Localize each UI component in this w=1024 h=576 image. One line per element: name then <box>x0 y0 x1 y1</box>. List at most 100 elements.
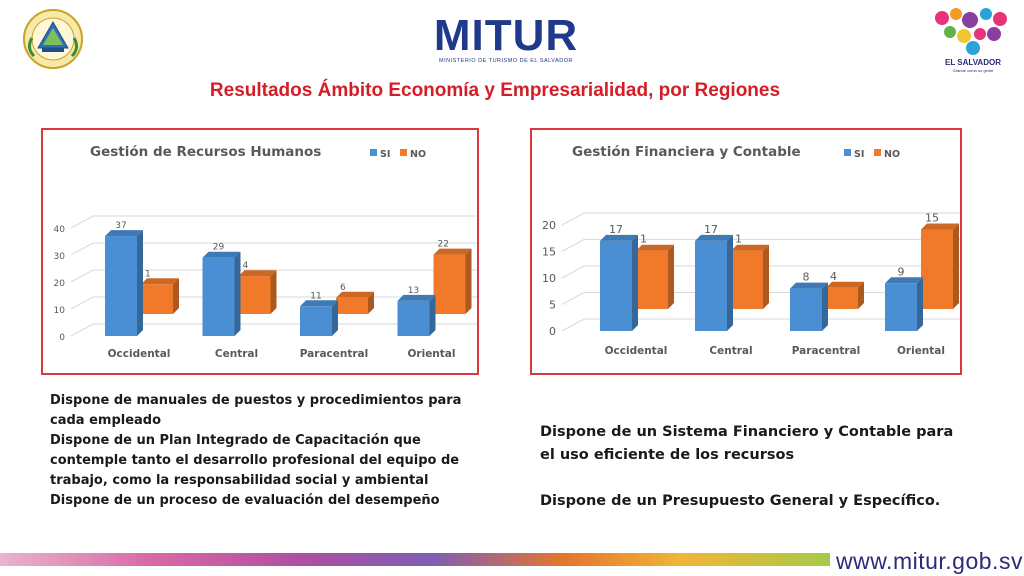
legend-swatch <box>874 149 881 156</box>
y-tick-label: 5 <box>549 299 556 312</box>
data-label: 9 <box>898 265 905 278</box>
logo-caption: EL SALVADOR <box>944 58 1001 67</box>
data-label: 4 <box>830 270 837 283</box>
bar-top <box>105 230 143 237</box>
legend-label: NO <box>410 149 426 160</box>
bar-no <box>921 229 953 309</box>
bar-si <box>885 283 917 331</box>
bar-top <box>790 282 828 289</box>
brand-tagline: MINISTERIO DE TURISMO DE EL SALVADOR <box>439 58 573 64</box>
category-label: Oriental <box>897 345 945 357</box>
y-tick-label: 0 <box>59 333 65 343</box>
legend-label: SI <box>854 149 864 160</box>
coat-of-arms-logo <box>12 8 94 70</box>
bar-top <box>636 244 674 251</box>
bar-si <box>202 257 235 336</box>
bar-top <box>731 244 769 251</box>
website-url: www.mitur.gob.sv <box>836 548 1023 574</box>
bar-side <box>137 230 143 336</box>
bar-no <box>636 250 668 309</box>
data-label: 17 <box>609 223 623 236</box>
bar-side <box>953 223 959 309</box>
chart-financiera-contable: 0 5 10 15 20 Gestión Financiera y Contable SI N… <box>530 128 962 375</box>
y-tick-label: 10 <box>54 306 66 316</box>
bar-no <box>141 284 173 314</box>
left-text-line: Dispone de un proceso de evaluación del … <box>50 493 440 508</box>
y-tick-label: 30 <box>54 252 66 262</box>
chart-title: Gestión Financiera y Contable <box>572 144 801 160</box>
y-tick-label: 0 <box>549 325 556 338</box>
category-label: Occidental <box>108 348 171 360</box>
legend-label: SI <box>380 149 390 160</box>
data-label: 17 <box>704 223 718 236</box>
data-label: 13 <box>408 286 419 296</box>
y-tick-label: 20 <box>54 279 66 289</box>
left-text-line: Dispone de un Plan Integrado de Capacita… <box>50 433 460 488</box>
data-label: 6 <box>340 283 346 293</box>
right-text-line: Dispone de un Sistema Financiero y Conta… <box>540 424 954 463</box>
bar-side <box>270 270 277 314</box>
data-label: 1 <box>735 233 742 246</box>
y-tick-label: 10 <box>542 272 556 285</box>
legend-swatch <box>844 149 851 156</box>
gridline <box>561 265 960 279</box>
data-label: 8 <box>803 271 810 284</box>
bar-no <box>433 254 466 314</box>
data-label: 22 <box>438 240 449 250</box>
legend-swatch <box>400 149 407 156</box>
left-description: Dispone de manuales de puestos y procedi… <box>50 391 470 511</box>
chart-recursos-humanos: 0 10 20 30 40 Gestión de Recursos Humanos SI NO… <box>41 128 479 375</box>
bar-top <box>300 300 338 307</box>
gridline <box>70 323 477 337</box>
data-label: 37 <box>115 221 126 231</box>
gridline <box>561 239 960 252</box>
category-label: Occidental <box>605 345 668 357</box>
data-label: 29 <box>213 243 225 253</box>
bar-side <box>429 294 436 336</box>
data-label: 15 <box>925 212 939 225</box>
bar-side <box>368 291 374 314</box>
bar-side <box>668 244 674 309</box>
footer-color-band <box>0 553 830 566</box>
category-label: Central <box>709 345 752 357</box>
data-label: 4 <box>243 261 249 271</box>
bar-top <box>336 291 374 298</box>
bar-si <box>397 300 430 336</box>
gridline <box>561 318 960 332</box>
gridline <box>561 212 960 226</box>
bar-si <box>790 288 822 331</box>
gridline <box>70 215 477 229</box>
category-label: Central <box>215 348 258 360</box>
legend-label: NO <box>884 149 900 160</box>
bar-top <box>921 223 959 230</box>
bar-no <box>731 250 763 309</box>
data-label: 1 <box>145 269 151 279</box>
bar-top <box>141 278 179 285</box>
brand-name: MITUR <box>433 11 579 60</box>
bar-side <box>332 300 338 336</box>
category-label: Oriental <box>407 348 455 360</box>
logo-subcaption: Grande como su gente <box>952 68 994 73</box>
right-text-line: Dispone de un Presupuesto General y Espe… <box>540 493 941 509</box>
bar-no <box>238 276 271 314</box>
bar-side <box>465 248 472 314</box>
bar-si <box>695 240 727 331</box>
gridline <box>70 242 477 256</box>
bar-si <box>105 236 137 336</box>
chart-financiera-contable-svg: 0 5 10 15 20 Gestión Financiera y Contable SI N… <box>542 144 960 357</box>
right-description: Dispone de un Sistema Financiero y Conta… <box>540 421 960 513</box>
bar-top <box>826 281 864 288</box>
chart-title: Gestión de Recursos Humanos <box>90 144 321 160</box>
data-label: 1 <box>640 233 647 246</box>
el-salvador-logo: EL SALVADOR Grande como su gente <box>928 4 1018 74</box>
bar-top <box>885 277 923 284</box>
slide-title: Resultados Ámbito Economía y Empresarial… <box>209 80 781 101</box>
bar-top <box>695 234 733 241</box>
category-label: Paracentral <box>300 348 368 360</box>
gridline <box>70 269 477 283</box>
bar-top <box>238 270 277 277</box>
bar-side <box>173 278 179 314</box>
left-text-line: Dispone de manuales de puestos y procedi… <box>50 393 462 428</box>
legend-swatch <box>370 149 377 156</box>
bar-no <box>826 287 858 309</box>
